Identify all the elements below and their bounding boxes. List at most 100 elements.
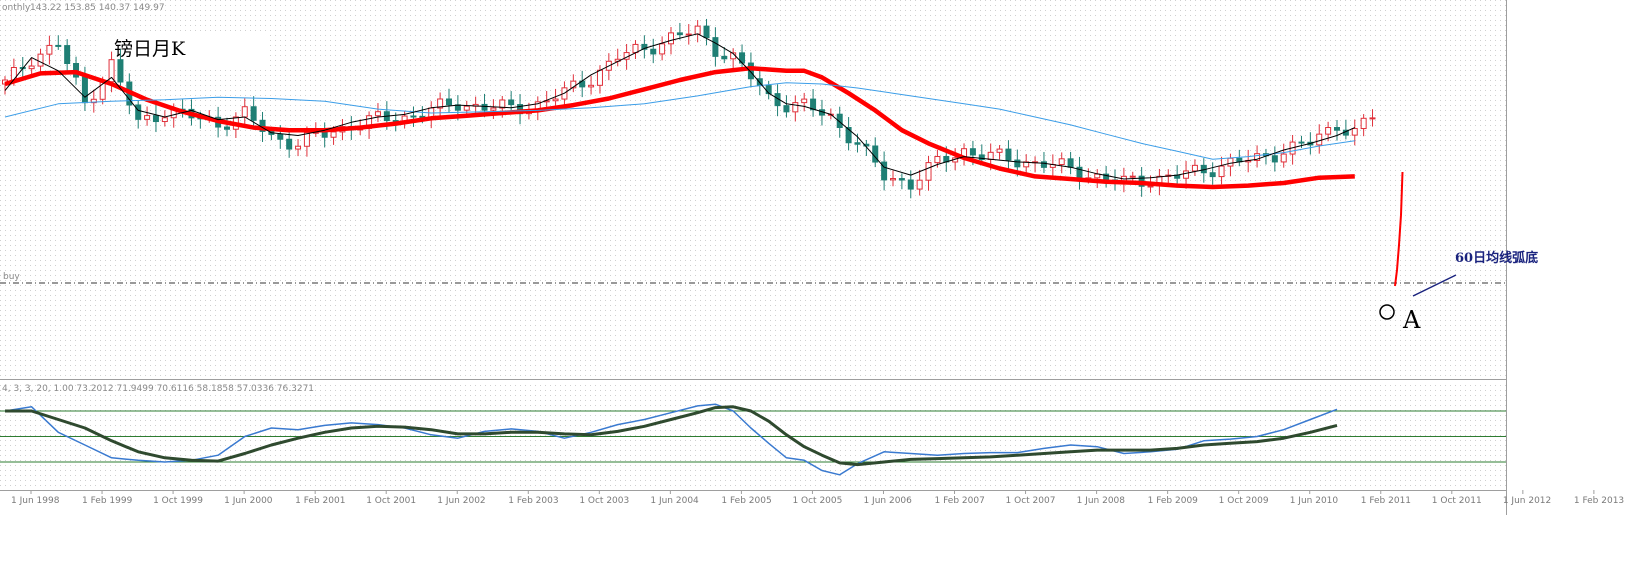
time-tick-label: 1 Jun 2012 xyxy=(1503,496,1551,506)
candle-body xyxy=(987,151,994,161)
candle-body xyxy=(55,44,62,47)
timeframe-label: onthly xyxy=(2,3,31,13)
candle-body xyxy=(224,126,230,130)
candle-body xyxy=(588,84,595,88)
candle-body xyxy=(1271,155,1278,163)
candle-body xyxy=(1254,153,1261,161)
candle-body xyxy=(659,43,666,55)
time-tick-label: 1 Oct 2007 xyxy=(1006,496,1056,506)
time-axis-ticks: 1 Jun 1998 1 Feb 1999 1 Oct 1999 1 Jun 2000… xyxy=(11,490,1624,506)
candle-body xyxy=(1147,185,1154,188)
candle-body xyxy=(1014,159,1021,168)
candle-body xyxy=(1040,161,1047,168)
projection-line xyxy=(1394,171,1404,287)
candle-body xyxy=(90,98,97,104)
candle-body xyxy=(144,115,151,120)
candle-body xyxy=(410,115,417,118)
candle-body xyxy=(321,131,328,138)
oscillator-main-line xyxy=(4,403,1338,476)
time-tick-label: 1 Jun 2002 xyxy=(437,496,485,506)
candle-body xyxy=(712,37,719,57)
candle-body xyxy=(303,132,310,147)
candle-body xyxy=(1005,148,1012,161)
candle-body xyxy=(668,32,674,45)
candle-body xyxy=(28,65,35,70)
time-tick-label: 1 Feb 2011 xyxy=(1361,496,1411,506)
candle-body xyxy=(152,115,159,123)
candle-body xyxy=(46,44,53,55)
candle-body xyxy=(437,98,444,109)
time-tick-label: 1 Feb 2013 xyxy=(1574,496,1624,506)
title-box xyxy=(98,34,268,67)
candle-body xyxy=(925,162,932,181)
arc-bottom-annotation: 60日均线弧底 xyxy=(1455,250,1538,266)
time-tick-label: 1 Jun 2008 xyxy=(1077,496,1126,506)
ohlc-readout: 143.22 153.85 140.37 149.97 xyxy=(30,3,165,13)
time-tick-label: 1 Oct 1999 xyxy=(153,496,203,506)
candle-body xyxy=(934,156,941,164)
candle-body xyxy=(1209,172,1216,178)
candle-body xyxy=(552,98,559,102)
candle-body xyxy=(1334,127,1340,131)
candle-body xyxy=(37,53,44,67)
candle-body xyxy=(641,43,648,50)
candle-body xyxy=(330,131,337,138)
ma-red-line xyxy=(4,65,1355,190)
oscillator-signal-line xyxy=(5,405,1338,467)
candle-body xyxy=(836,113,843,129)
candle-body xyxy=(596,69,603,86)
buy-level-label: buy xyxy=(3,272,20,282)
candle-body xyxy=(481,103,488,111)
candle-body xyxy=(810,98,817,111)
candle-body xyxy=(863,143,870,147)
time-tick-label: 1 Oct 2003 xyxy=(579,496,629,506)
candle-body xyxy=(1325,127,1332,135)
candle-body xyxy=(685,33,692,36)
candle-body xyxy=(508,99,515,106)
candle-body xyxy=(801,98,808,104)
candle-body xyxy=(881,161,888,181)
candle-body xyxy=(1360,117,1367,130)
ma-blue-line xyxy=(4,82,1355,160)
candle-body xyxy=(463,105,470,111)
indicator-values: 4, 3, 3, 20, 1.00 73.2012 71.9499 70.611… xyxy=(2,384,314,394)
candle-body xyxy=(1316,133,1323,146)
candle-body xyxy=(1129,175,1136,178)
candle-body xyxy=(890,178,896,181)
time-tick-label: 1 Feb 2005 xyxy=(721,496,771,506)
candle-body xyxy=(1094,173,1101,179)
time-tick-label: 1 Jun 2010 xyxy=(1290,496,1339,506)
candle-body xyxy=(161,117,168,123)
candle-body xyxy=(1280,153,1287,163)
candle-body xyxy=(854,142,861,145)
candle-body xyxy=(446,98,452,106)
chart-title: 镑日月K xyxy=(114,38,186,60)
time-tick-label: 1 Feb 2007 xyxy=(935,496,985,506)
candle-body xyxy=(969,148,976,156)
candle-body xyxy=(650,48,657,55)
candle-body xyxy=(250,106,257,121)
candle-body xyxy=(570,80,577,89)
candle-body xyxy=(1218,165,1225,178)
time-tick-label: 1 Oct 2009 xyxy=(1219,496,1269,506)
candle-body xyxy=(1067,158,1074,168)
candle-body xyxy=(1298,141,1305,144)
ma-black-line xyxy=(4,33,1356,180)
candle-body xyxy=(1351,128,1358,136)
candle-body xyxy=(81,76,88,104)
candle-body xyxy=(721,55,728,60)
time-tick-label: 1 Feb 2001 xyxy=(295,496,345,506)
time-tick-label: 1 Jun 2000 xyxy=(224,496,273,506)
candle-body xyxy=(1058,158,1065,166)
candle-body xyxy=(783,105,790,113)
candle-body xyxy=(1227,157,1234,167)
candle-body xyxy=(1183,170,1190,179)
moving-average-lines xyxy=(4,33,1356,190)
time-tick-label: 1 Feb 2003 xyxy=(508,496,558,506)
candle-body xyxy=(117,59,124,83)
oscillator-pane xyxy=(0,381,1506,490)
point-a-label: A xyxy=(1402,306,1421,334)
candle-body xyxy=(845,127,852,144)
